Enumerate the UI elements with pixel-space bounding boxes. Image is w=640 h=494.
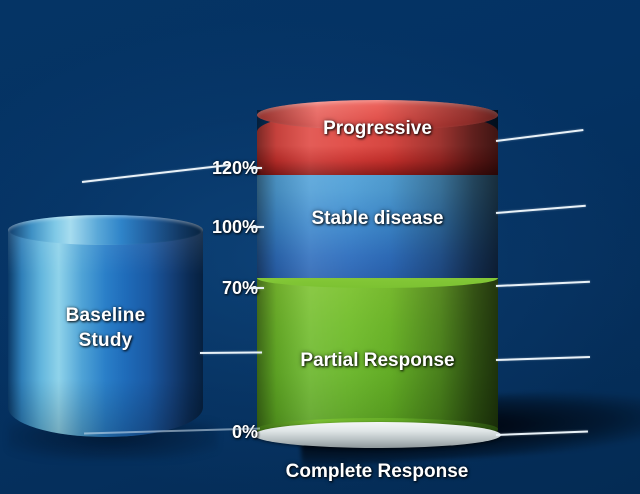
axis-tick-0: 0% [231, 422, 258, 442]
segment-label-progressive: Progressive [323, 118, 432, 139]
cylinder-top-ellipse [257, 100, 498, 130]
baseline-study-label: Baseline Study [8, 303, 203, 353]
segment-partial-response [257, 278, 498, 432]
segment-stable-disease [257, 157, 498, 278]
segment-label-complete-response: Complete Response [285, 461, 469, 482]
leader-line-partial-right [495, 356, 590, 361]
baseline-label-line1: Baseline [65, 305, 146, 326]
leader-line-partial-left [199, 351, 263, 354]
segment-label-stable-disease: Stable disease [311, 208, 444, 229]
baseline-study-cylinder: Baseline Study [8, 215, 203, 451]
response-assessment-cylinder: Progressive Stable disease Partial Respo… [254, 100, 501, 452]
segment-label-partial-response: Partial Response [300, 350, 455, 371]
axis-tick-100: 100% [211, 217, 258, 237]
axis-tick-120: 120% [211, 158, 258, 178]
baseline-cylinder-top-ellipse [8, 215, 203, 245]
axis-tick-70: 70% [221, 278, 258, 298]
leader-line-stable-right [495, 204, 586, 214]
complete-response-base-disc [254, 422, 501, 448]
baseline-label-line2: Study [78, 330, 133, 351]
leader-tick-70 [250, 287, 264, 289]
segment-partial-response-shading [257, 278, 498, 432]
leader-tick-100 [250, 226, 264, 228]
leader-line-70-right [495, 280, 590, 287]
leader-tick-120 [250, 167, 262, 169]
baseline-cylinder-body [8, 229, 203, 437]
segment-stable-disease-shading [257, 157, 498, 278]
leader-line-progressive-right [495, 128, 584, 142]
